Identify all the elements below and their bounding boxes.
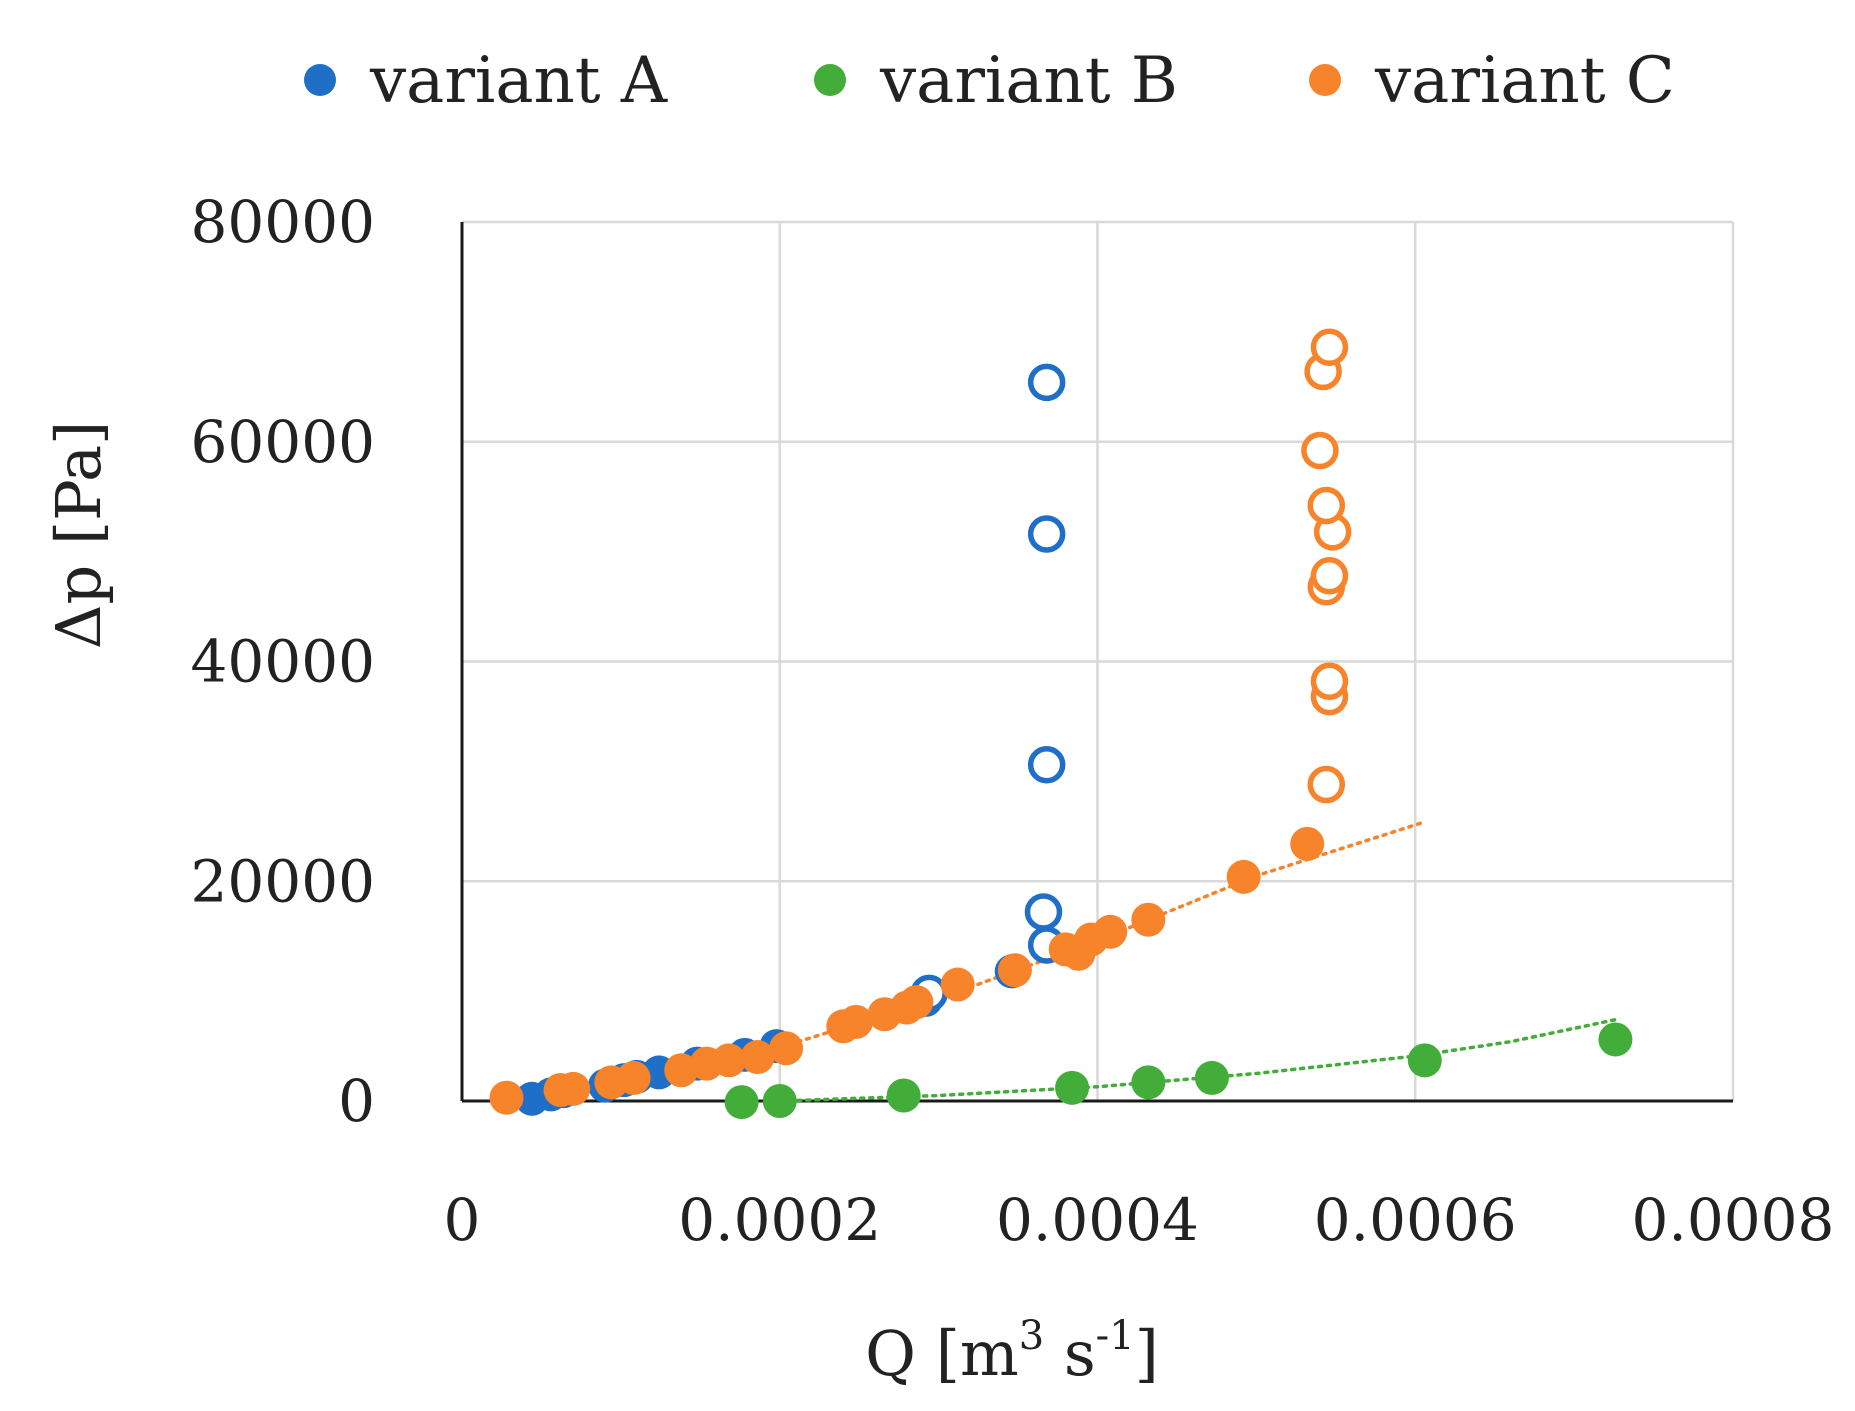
y-axis-title: Δp [Pa] — [42, 421, 115, 649]
point-open-variant-c — [1301, 431, 1339, 470]
point-open-variant-a — [1027, 746, 1066, 784]
point-variant-c — [556, 1071, 591, 1106]
point-open-variant-a — [1027, 363, 1066, 402]
data-points — [489, 328, 1633, 1120]
y-tick-label: 80000 — [190, 188, 375, 256]
legend-label-variant-a: variant A — [369, 44, 668, 118]
point-open-variant-c — [1310, 662, 1349, 701]
legend-marker-variant-b — [814, 64, 846, 96]
trendline-variant-b — [778, 1017, 1618, 1103]
y-tick-label: 20000 — [190, 847, 375, 915]
grid-lines — [462, 220, 1735, 1101]
point-open-variant-c — [1310, 557, 1349, 595]
point-variant-b — [1407, 1043, 1442, 1078]
point-variant-b — [886, 1078, 921, 1113]
x-axis-title-end: ] — [1135, 1317, 1159, 1390]
point-open-variant-a — [1027, 515, 1066, 553]
point-variant-b — [1131, 1065, 1166, 1100]
point-variant-c — [769, 1031, 804, 1066]
tick-labels: 0 20000 40000 60000 80000 0 0.0002 0.0004 0.0006… — [190, 188, 1834, 1254]
y-tick-label: 60000 — [190, 408, 375, 476]
x-axis-title-sup1: 3 — [1019, 1313, 1044, 1359]
x-axis-title-mid: s — [1044, 1317, 1096, 1390]
point-variant-c — [899, 985, 934, 1020]
x-tick-label: 0.0008 — [1632, 1186, 1835, 1254]
x-axis-title: Q [m3 s-1] — [865, 1313, 1159, 1390]
point-variant-b — [1194, 1060, 1229, 1095]
point-variant-c — [664, 1053, 699, 1088]
x-axis-title-sup2: -1 — [1096, 1313, 1135, 1359]
point-open-variant-c — [1307, 486, 1346, 525]
point-open-variant-a — [1024, 893, 1063, 931]
y-tick-label: 0 — [338, 1067, 375, 1135]
point-variant-b — [1598, 1022, 1633, 1057]
trendline-variant-c — [504, 820, 1427, 1100]
point-variant-b — [762, 1084, 797, 1118]
x-tick-label: 0.0006 — [1314, 1186, 1517, 1254]
legend-marker-variant-c — [1309, 64, 1341, 96]
x-axis-title-base: Q [m — [865, 1317, 1019, 1390]
point-variant-c — [489, 1080, 524, 1115]
x-tick-label: 0.0002 — [678, 1186, 881, 1254]
point-variant-c — [839, 1004, 874, 1039]
point-variant-c — [740, 1040, 775, 1075]
point-variant-b — [1055, 1070, 1090, 1105]
point-variant-c — [940, 967, 975, 1002]
legend-marker-variant-a — [304, 64, 336, 96]
point-variant-c — [1290, 826, 1325, 861]
point-variant-b — [724, 1085, 759, 1120]
legend: variant A variant B variant C — [304, 44, 1675, 118]
y-tick-label: 40000 — [190, 628, 375, 696]
point-variant-c — [711, 1043, 746, 1078]
axes — [460, 222, 1733, 1103]
point-variant-c — [1226, 859, 1261, 894]
legend-label-variant-c: variant C — [1374, 44, 1675, 118]
point-variant-c — [997, 953, 1032, 988]
point-open-variant-c — [1310, 328, 1349, 367]
point-variant-c — [616, 1060, 651, 1095]
point-variant-c — [1093, 914, 1128, 949]
legend-label-variant-b: variant B — [879, 44, 1178, 118]
x-tick-label: 0.0004 — [996, 1186, 1199, 1254]
point-variant-c — [1131, 902, 1166, 937]
x-tick-label: 0 — [444, 1186, 481, 1254]
point-open-variant-c — [1307, 765, 1346, 804]
